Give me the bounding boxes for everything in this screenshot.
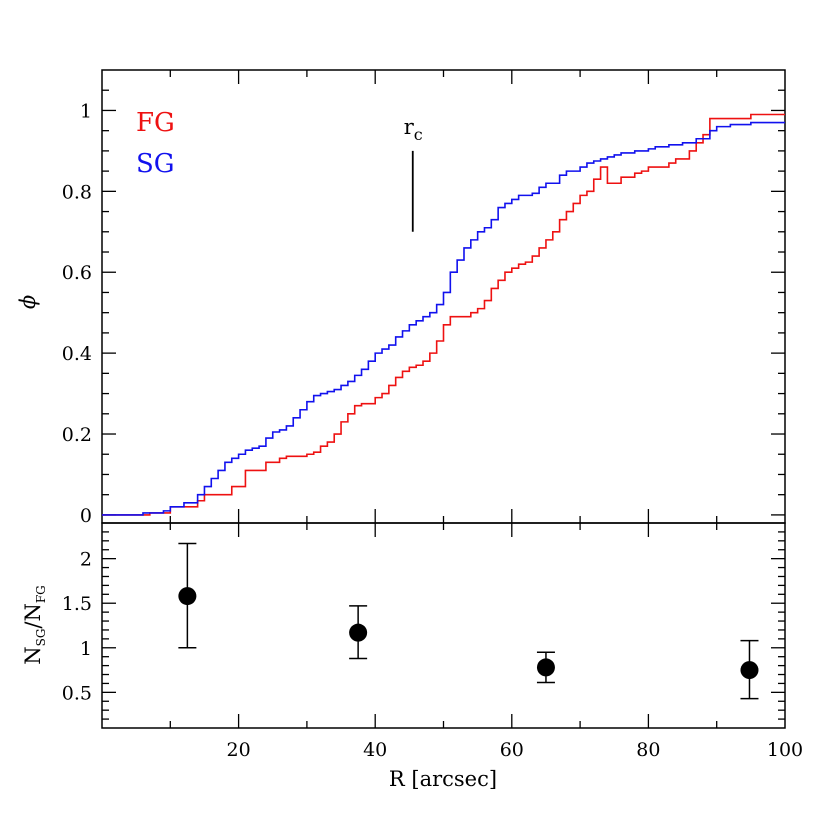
ratio-point bbox=[740, 639, 759, 700]
bottom-y-tick-label: 0.5 bbox=[62, 682, 92, 704]
x-axis-label: R [arcsec] bbox=[389, 767, 497, 791]
top-panel: 0 0.2 0.4 0.6 0.8 1 ϕ FG SG rc bbox=[16, 69, 786, 527]
series-line-sg bbox=[102, 121, 785, 516]
data-marker bbox=[740, 661, 759, 680]
top-y-tick-label: 0 bbox=[80, 505, 92, 527]
top-y-tick-labels: 0 0.2 0.4 0.6 0.8 1 bbox=[62, 100, 92, 526]
x-tick-label: 80 bbox=[636, 739, 660, 761]
x-tick-label: 60 bbox=[500, 739, 524, 761]
top-y-tick-label: 0.4 bbox=[62, 343, 92, 365]
x-tick-label: 20 bbox=[227, 739, 251, 761]
ratio-point bbox=[349, 605, 368, 660]
bottom-y-axis-label-main: N bbox=[21, 646, 45, 664]
data-marker bbox=[349, 623, 368, 642]
ratio-points bbox=[178, 542, 759, 700]
top-y-tick-label: 0.6 bbox=[62, 262, 92, 284]
data-marker bbox=[178, 587, 197, 606]
bottom-y-axis-label-sep: /N bbox=[21, 603, 45, 628]
bottom-panel: 0.5 1 1.5 2 20 40 60 80 100 R [arcsec] NSG/NFG bbox=[21, 522, 804, 791]
bottom-y-tick-label: 1 bbox=[80, 638, 92, 660]
ratio-point bbox=[536, 651, 555, 684]
core-radius-label: rc bbox=[404, 115, 423, 144]
bottom-y-tick-labels: 0.5 1 1.5 2 bbox=[62, 549, 92, 705]
x-tick-label: 100 bbox=[767, 739, 803, 761]
core-radius-annotation: rc bbox=[404, 115, 423, 232]
bottom-y-axis-label-sub2: FG bbox=[34, 585, 48, 603]
legend-sg: SG bbox=[136, 149, 175, 179]
top-axis-ticks bbox=[102, 70, 785, 523]
bottom-y-axis-label: NSG/NFG bbox=[21, 585, 48, 665]
bottom-y-tick-label: 1.5 bbox=[62, 593, 92, 615]
x-tick-labels: 20 40 60 80 100 bbox=[227, 739, 804, 761]
top-y-axis-label: ϕ bbox=[16, 295, 40, 309]
cumulative-lines bbox=[102, 113, 785, 516]
data-marker bbox=[536, 658, 555, 677]
x-tick-label: 40 bbox=[363, 739, 387, 761]
bottom-y-tick-label: 2 bbox=[80, 549, 92, 571]
bottom-axis-ticks bbox=[102, 523, 785, 728]
core-radius-label-sub: c bbox=[414, 125, 423, 144]
top-y-tick-label: 1 bbox=[80, 100, 92, 122]
top-y-tick-label: 0.2 bbox=[62, 424, 92, 446]
bottom-panel-frame bbox=[101, 522, 786, 729]
bottom-y-axis-label-sub1: SG bbox=[34, 629, 48, 647]
ratio-point bbox=[178, 542, 197, 649]
series-line-fg bbox=[102, 113, 785, 516]
core-radius-label-main: r bbox=[404, 115, 415, 139]
top-y-tick-label: 0.8 bbox=[62, 181, 92, 203]
legend-fg: FG bbox=[136, 108, 175, 138]
